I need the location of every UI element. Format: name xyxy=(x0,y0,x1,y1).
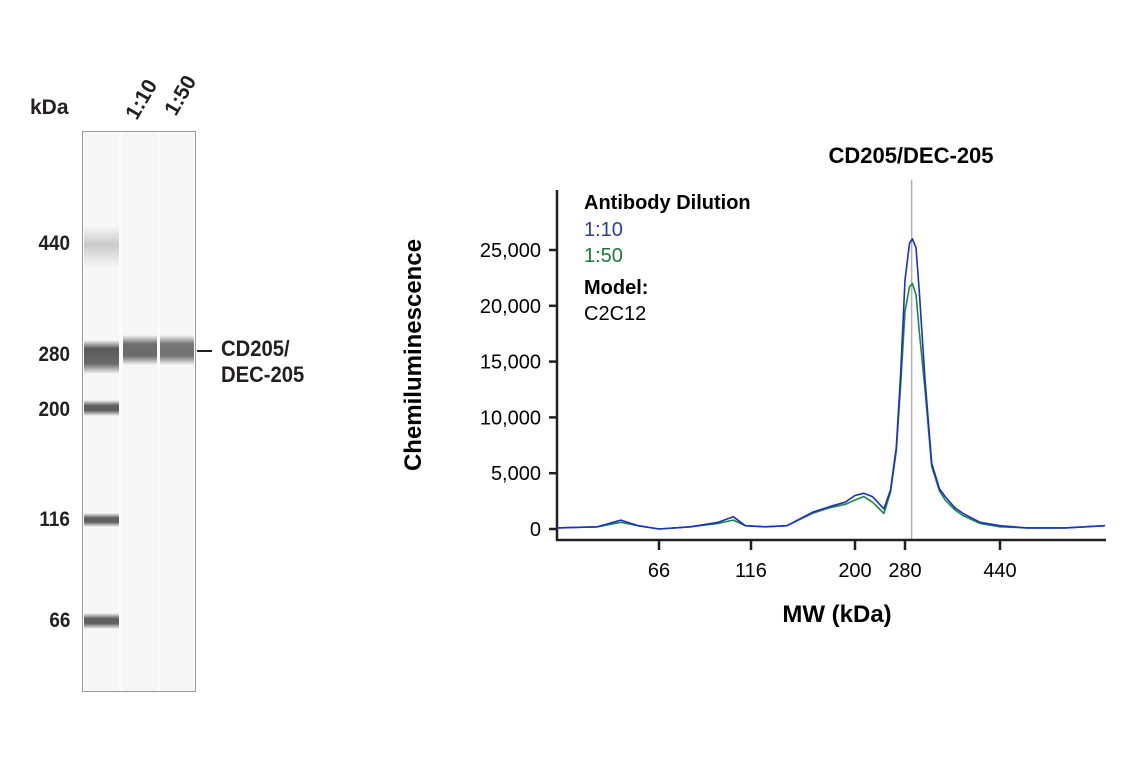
sample-lane-2 xyxy=(160,132,194,691)
ladder-band-440 xyxy=(84,226,119,268)
y-tick-label: 10,000 xyxy=(480,407,541,429)
y-tick-label: 20,000 xyxy=(480,296,541,318)
marker-280: 280 xyxy=(38,343,70,366)
legend-entry-1-50: 1:50 xyxy=(584,245,623,267)
marker-200: 200 xyxy=(38,398,70,421)
band-label: CD205/ DEC-205 xyxy=(221,336,304,388)
band-pointer-line xyxy=(197,350,212,352)
legend-model-label: Model: xyxy=(584,277,648,299)
y-tick-label: 15,000 xyxy=(480,352,541,374)
y-axis-label: Chemiluminescence xyxy=(400,239,427,471)
x-tick-label: 66 xyxy=(648,560,670,582)
x-tick-label: 440 xyxy=(983,560,1016,582)
sample-lane-1 xyxy=(123,132,157,691)
blot-image xyxy=(82,131,196,692)
sample-band-1 xyxy=(123,335,157,365)
kda-unit-label: kDa xyxy=(30,96,69,119)
legend-entry-1-10: 1:10 xyxy=(584,219,623,241)
ladder-band-280 xyxy=(84,340,119,374)
legend-model-value: C2C12 xyxy=(584,303,646,325)
x-axis-label: MW (kDa) xyxy=(782,601,891,628)
y-tick-label: 5,000 xyxy=(491,463,541,485)
legend: Antibody Dilution 1:10 1:50 Model: C2C12 xyxy=(584,192,751,325)
band-label-line1: CD205/ xyxy=(221,336,290,361)
marker-116: 116 xyxy=(39,508,70,531)
marker-440: 440 xyxy=(38,232,70,255)
ladder-band-200 xyxy=(84,400,119,416)
ladder-band-116 xyxy=(84,513,119,527)
series-line-1-10 xyxy=(556,238,1106,530)
band-label-line2: DEC-205 xyxy=(221,362,305,387)
y-tick-label: 25,000 xyxy=(480,240,541,262)
x-tick-label: 280 xyxy=(888,560,921,582)
sample-band-2 xyxy=(160,335,194,365)
x-tick-label: 116 xyxy=(735,560,767,582)
marker-66: 66 xyxy=(48,609,70,632)
legend-title: Antibody Dilution xyxy=(584,192,751,214)
ladder-band-66 xyxy=(84,613,119,629)
y-tick-label: 0 xyxy=(530,519,541,541)
ladder-lane xyxy=(84,132,119,691)
x-tick-label: 200 xyxy=(838,560,871,582)
chart-title: CD205/DEC-205 xyxy=(828,143,993,168)
